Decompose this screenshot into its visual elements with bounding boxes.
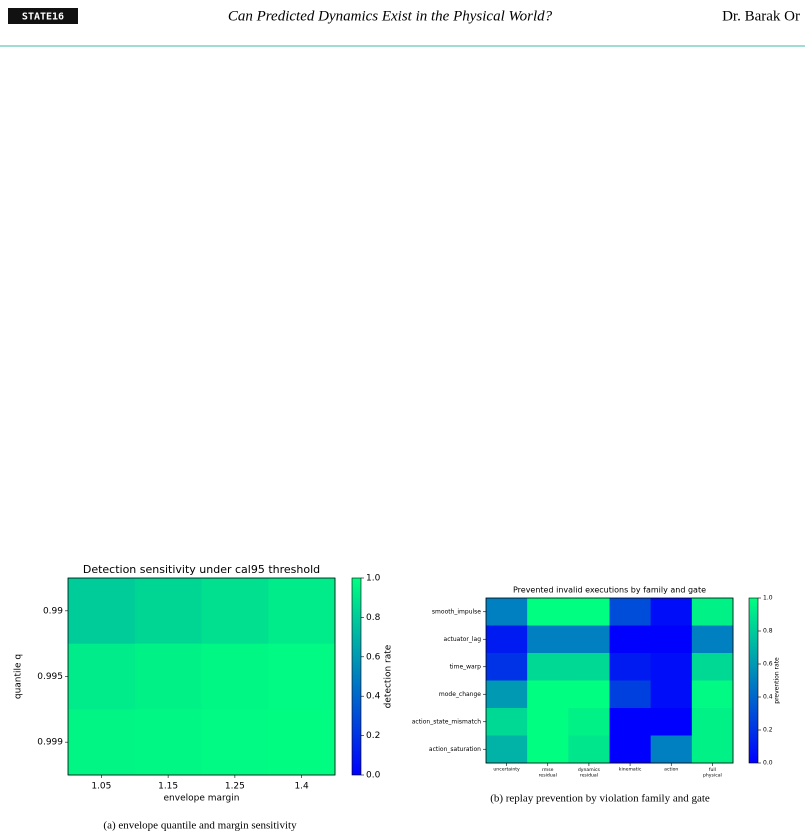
- heatmap-cell: [650, 735, 693, 764]
- caption: (a) envelope quantile and margin sensiti…: [103, 820, 297, 832]
- x-tick-label: action: [664, 767, 678, 773]
- y-tick-label: 0.99: [43, 606, 63, 616]
- chart-title: Detection sensitivity under cal95 thresh…: [83, 563, 320, 576]
- heatmap-cell: [568, 653, 610, 681]
- heatmap-cell: [527, 735, 569, 764]
- heatmap-cell: [650, 680, 693, 709]
- heatmap-cell: [68, 709, 136, 776]
- heatmap-cell: [650, 625, 693, 654]
- heatmap-cell: [609, 598, 652, 626]
- x-tick-label: 1.15: [158, 782, 178, 792]
- heatmap-cell: [650, 598, 693, 626]
- heatmap-cell: [568, 735, 610, 764]
- colorbar-tick-label: 1.0: [366, 574, 381, 584]
- heatmap-cell: [486, 625, 528, 654]
- heatmap-cell: [527, 598, 569, 626]
- colorbar-tick-label: 0.6: [366, 652, 381, 662]
- colorbar-tick-label: 0.0: [366, 771, 381, 781]
- x-tick-label: full physical: [703, 767, 722, 779]
- heatmap-cell: [134, 643, 202, 710]
- heatmap-cell: [134, 709, 202, 776]
- heatmap-cell: [568, 680, 610, 709]
- colorbar-tick-label: 1.0: [763, 595, 773, 602]
- logo: STATE16: [22, 12, 64, 23]
- heatmap-cell: [691, 653, 734, 681]
- colorbar-tick-label: 0.8: [366, 613, 381, 623]
- heatmap-cell: [568, 708, 610, 736]
- x-tick-label: uncertainty: [493, 767, 520, 773]
- x-tick-label: kinematic: [619, 767, 642, 773]
- y-tick-label: actuator_lag: [444, 636, 482, 643]
- plot-frame: [485, 597, 734, 764]
- chart-title: Prevented invalid executions by family a…: [513, 586, 706, 595]
- running-title: Can Predicted Dynamics Exist in the Phys…: [228, 8, 553, 24]
- x-axis-label: envelope margin: [164, 794, 240, 804]
- heatmap-cell: [568, 598, 610, 626]
- y-axis-label: quantile q: [14, 654, 24, 699]
- y-tick-label: action_state_mismatch: [412, 718, 481, 725]
- x-tick-label: 1.05: [91, 782, 111, 792]
- heatmap-cell: [609, 680, 652, 709]
- colorbar-tick-label: 0.0: [763, 760, 773, 767]
- caption: (b) replay prevention by violation famil…: [490, 793, 710, 805]
- heatmap-cell: [68, 578, 136, 645]
- heatmap-cell: [527, 680, 569, 709]
- y-tick-label: 0.999: [37, 738, 63, 748]
- colorbar-tick-label: 0.6: [763, 661, 773, 668]
- colorbar-tick-label: 0.4: [366, 692, 381, 702]
- heatmap-cell: [201, 709, 269, 776]
- y-tick-label: time_warp: [450, 663, 482, 670]
- author: Dr. Barak Or: [722, 8, 800, 24]
- heatmap-cell: [201, 643, 269, 710]
- colorbar: [748, 597, 759, 764]
- heatmap-cell: [134, 578, 202, 645]
- y-tick-label: mode_change: [439, 691, 481, 698]
- y-tick-label: 0.995: [37, 672, 63, 682]
- heatmap-cell: [568, 625, 610, 654]
- heatmap-cell: [268, 709, 336, 776]
- colorbar-tick-label: 0.2: [366, 731, 380, 741]
- x-tick-label: rmse residual: [539, 767, 557, 779]
- heatmap-cell: [691, 735, 734, 764]
- x-tick-label: 1.25: [225, 782, 245, 792]
- x-tick-label: 1.4: [294, 782, 309, 792]
- x-tick-label: dynamics residual: [578, 767, 601, 779]
- heatmap-cell: [650, 708, 693, 736]
- heatmap-cell: [527, 625, 569, 654]
- heatmap-cell: [486, 598, 528, 626]
- heatmap-cell: [486, 653, 528, 681]
- heatmap-cell: [609, 708, 652, 736]
- heatmap-cell: [486, 735, 528, 764]
- y-tick-label: smooth_impulse: [432, 608, 481, 615]
- heatmap-cell: [609, 653, 652, 681]
- colorbar-label: prevention rate: [774, 657, 781, 704]
- heatmap-cell: [527, 708, 569, 736]
- heatmap-cell: [268, 578, 336, 645]
- heatmap-cell: [691, 680, 734, 709]
- heatmap-cell: [68, 643, 136, 710]
- heatmap-cell: [527, 653, 569, 681]
- colorbar: [351, 577, 362, 776]
- logo-box: [8, 8, 78, 24]
- colorbar-tick-label: 0.2: [763, 727, 773, 734]
- heatmap-cell: [201, 578, 269, 645]
- y-tick-label: action_saturation: [429, 746, 481, 753]
- heatmap-cell: [268, 643, 336, 710]
- colorbar-tick-label: 0.4: [763, 694, 773, 701]
- heatmap-cell: [486, 708, 528, 736]
- colorbar-label: detection rate: [384, 644, 394, 708]
- heatmap-cell: [691, 708, 734, 736]
- heatmap-cell: [609, 625, 652, 654]
- colorbar-tick-label: 0.8: [763, 628, 773, 635]
- heatmap-cell: [486, 680, 528, 709]
- heatmap-cell: [691, 598, 734, 626]
- heatmap-cell: [609, 735, 652, 764]
- heatmap-cell: [650, 653, 693, 681]
- heatmap-cell: [691, 625, 734, 654]
